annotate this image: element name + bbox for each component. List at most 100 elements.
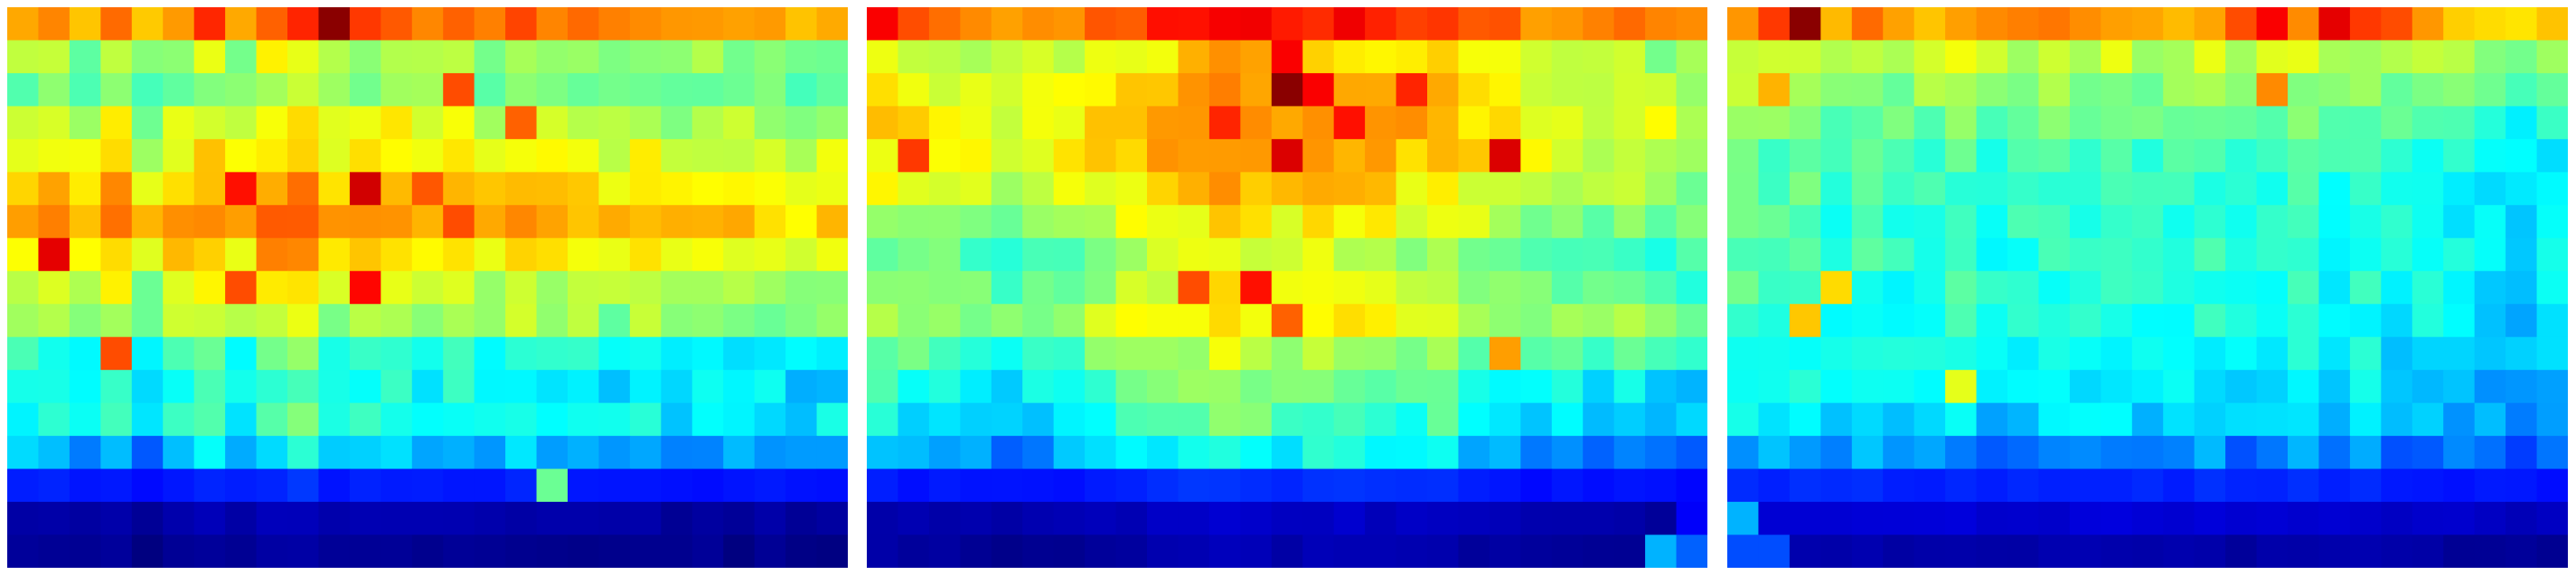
heatmap-cell [1458, 370, 1490, 404]
heatmap-cell [1913, 502, 1946, 536]
heatmap-1 [7, 7, 848, 568]
heatmap-cell [568, 336, 600, 371]
heatmap-cell [1851, 304, 1884, 338]
heatmap-cell [2038, 204, 2071, 239]
heatmap-cell [960, 402, 992, 437]
heatmap-cell [2163, 106, 2195, 140]
heatmap-cell [867, 534, 899, 568]
heatmap-cell [1365, 336, 1397, 371]
heatmap-cell [2256, 40, 2289, 74]
heatmap-cell [991, 7, 1023, 42]
heatmap-cell [1789, 534, 1821, 568]
heatmap-cell [287, 436, 320, 470]
heatmap-cell [2225, 7, 2258, 42]
heatmap-cell [1789, 40, 1821, 74]
heatmap-cell [1520, 336, 1553, 371]
heatmap-cell [1727, 138, 1760, 173]
heatmap-cell [2536, 270, 2568, 305]
heatmap-cell [2007, 402, 2040, 437]
heatmap-cell [1758, 402, 1791, 437]
heatmap-cell [381, 534, 413, 568]
heatmap-cell [443, 502, 475, 536]
heatmap-cell [1115, 370, 1148, 404]
heatmap-cell [2069, 238, 2101, 272]
heatmap-cell [256, 7, 288, 42]
heatmap-cell [723, 402, 756, 437]
heatmap-cell [991, 502, 1023, 536]
heatmap-cell [1271, 106, 1303, 140]
heatmap-cell [1789, 7, 1821, 42]
heatmap-cell [2225, 72, 2258, 108]
heatmap-cell [754, 7, 786, 42]
heatmap-cell [598, 172, 631, 206]
heatmap-cell [287, 468, 320, 503]
heatmap-cell [1147, 172, 1180, 206]
heatmap-cell [69, 534, 101, 568]
heatmap-cell [1883, 304, 1915, 338]
heatmap-cell [1676, 40, 1707, 74]
heatmap-cell [1758, 370, 1791, 404]
heatmap-cell [928, 7, 961, 42]
heatmap-cell [2069, 40, 2101, 74]
heatmap-cell [256, 106, 288, 140]
heatmap-cell [1147, 106, 1180, 140]
heatmap-cell [2256, 502, 2289, 536]
heatmap-cell [2131, 106, 2164, 140]
heatmap-cell [898, 138, 930, 173]
heatmap-cell [1208, 402, 1241, 437]
heatmap-cell [1976, 106, 2008, 140]
heatmap-cell [2225, 336, 2258, 371]
heatmap-cell [2505, 204, 2538, 239]
heatmap-cell [1240, 304, 1273, 338]
heatmap-cell [1240, 172, 1273, 206]
heatmap-cell [1147, 436, 1180, 470]
heatmap-cell [69, 204, 101, 239]
heatmap-cell [2225, 370, 2258, 404]
heatmap-cell [2163, 370, 2195, 404]
heatmap-cell [1271, 72, 1303, 108]
heatmap-cell [1333, 534, 1366, 568]
heatmap-cell [287, 172, 320, 206]
heatmap-cell [898, 238, 930, 272]
heatmap-cell [1208, 106, 1241, 140]
heatmap-cell [318, 436, 351, 470]
heatmap-cell [1758, 7, 1791, 42]
heatmap-cell [163, 7, 195, 42]
heatmap-cell [1240, 370, 1273, 404]
heatmap-cell [1727, 534, 1760, 568]
heatmap-cell [629, 534, 662, 568]
heatmap-cell [505, 7, 538, 42]
heatmap-cell [131, 7, 164, 42]
heatmap-cell [1613, 72, 1646, 108]
heatmap-cell [1727, 204, 1760, 239]
heatmap-cell [163, 534, 195, 568]
heatmap-cell [1115, 238, 1148, 272]
heatmap-cell [1085, 106, 1117, 140]
heatmap-cell [1789, 106, 1821, 140]
heatmap-cell [1758, 336, 1791, 371]
heatmap-cell [661, 336, 693, 371]
heatmap-cell [1913, 72, 1946, 108]
heatmap-cell [1758, 436, 1791, 470]
heatmap-cell [1178, 204, 1210, 239]
heatmap-cell [1178, 138, 1210, 173]
heatmap-cell [131, 72, 164, 108]
heatmap-cell [2194, 402, 2226, 437]
heatmap-cell [1147, 138, 1180, 173]
heatmap-cell [2131, 370, 2164, 404]
heatmap-cell [349, 436, 381, 470]
heatmap-cell [1551, 370, 1584, 404]
heatmap-cell [1333, 106, 1366, 140]
heatmap-cell [381, 238, 413, 272]
heatmap-cell [443, 468, 475, 503]
heatmap-cell [1913, 468, 1946, 503]
heatmap-cell [1458, 138, 1490, 173]
heatmap-cell [2194, 436, 2226, 470]
heatmap-cell [2349, 370, 2382, 404]
heatmap-cell [1365, 172, 1397, 206]
heatmap-cell [1727, 304, 1760, 338]
heatmap-cell [411, 370, 444, 404]
heatmap-cell [536, 238, 569, 272]
heatmap-cell [2101, 7, 2133, 42]
heatmap-cell [1365, 402, 1397, 437]
